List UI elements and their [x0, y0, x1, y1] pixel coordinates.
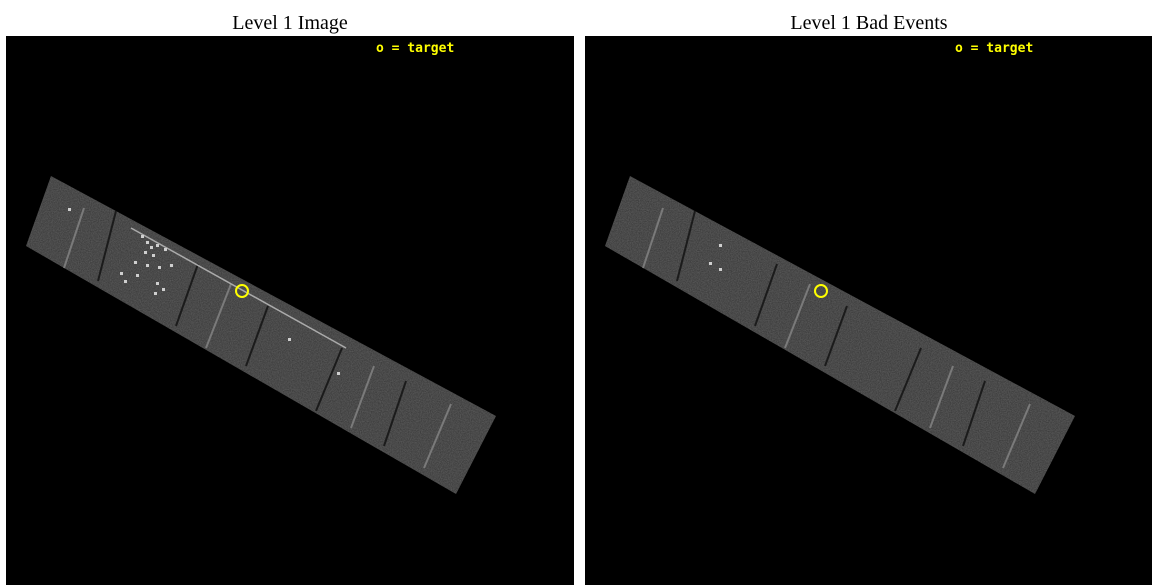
event-dot — [68, 208, 71, 211]
chip-gap-line — [824, 305, 848, 367]
chip-gap-line — [642, 207, 664, 269]
level1-image-canvas — [26, 176, 496, 494]
level1-image — [6, 36, 574, 585]
detector-strip — [26, 176, 496, 494]
chip-gap-line — [754, 263, 778, 327]
target-marker — [814, 284, 828, 298]
chip-gap-line — [423, 403, 452, 469]
event-dot — [144, 251, 147, 254]
chip-gap-line — [894, 347, 922, 412]
level1-bad-events-image — [585, 36, 1152, 585]
chip-gap-line — [97, 210, 117, 282]
detector-strip-noise — [605, 176, 1075, 494]
chip-gap-line — [1002, 403, 1031, 469]
event-dot — [152, 254, 155, 257]
event-dot — [150, 246, 153, 249]
event-dot — [136, 274, 139, 277]
level1-image-panel: Level 1 Image — [6, 0, 574, 585]
event-dot — [154, 292, 157, 295]
event-dot — [141, 235, 144, 238]
event-dot — [719, 244, 722, 247]
panel-title: Level 1 Bad Events — [790, 12, 948, 34]
event-dot — [170, 264, 173, 267]
chip-gap-line — [929, 365, 954, 429]
bad-events — [709, 244, 722, 271]
target-legend: o = target — [376, 41, 455, 56]
chip-gap-line — [315, 347, 343, 412]
level1-bad-events-canvas — [605, 176, 1075, 494]
event-dot — [164, 248, 167, 251]
chip-gap-line — [205, 283, 232, 349]
chip-gap-line — [175, 263, 199, 327]
event-dot — [124, 280, 127, 283]
event-dot — [709, 262, 712, 265]
event-dot — [156, 282, 159, 285]
target-marker — [235, 284, 249, 298]
event-dot — [337, 372, 340, 375]
event-dot — [120, 272, 123, 275]
event-dot — [288, 338, 291, 341]
event-dot — [156, 244, 159, 247]
event-dot — [134, 261, 137, 264]
detector-strip-noise — [26, 176, 496, 494]
level1-bad-events-panel: Level 1 Bad Events — [585, 0, 1152, 585]
chip-gap-line — [784, 283, 811, 349]
bad-events — [68, 208, 340, 375]
chip-gap-line — [383, 380, 407, 447]
panel-title: Level 1 Image — [232, 12, 348, 34]
event-dot — [719, 268, 722, 271]
detector-strip — [605, 176, 1075, 494]
event-dot — [146, 241, 149, 244]
chip-gap-line — [676, 210, 696, 282]
event-dot — [162, 288, 165, 291]
chip-gap-line — [962, 380, 986, 447]
chip-gap-line — [63, 207, 85, 269]
target-legend: o = target — [955, 41, 1034, 56]
event-dot — [146, 264, 149, 267]
chip-gap-line — [350, 365, 375, 429]
chip-gap-line — [245, 305, 269, 367]
event-dot — [158, 266, 161, 269]
